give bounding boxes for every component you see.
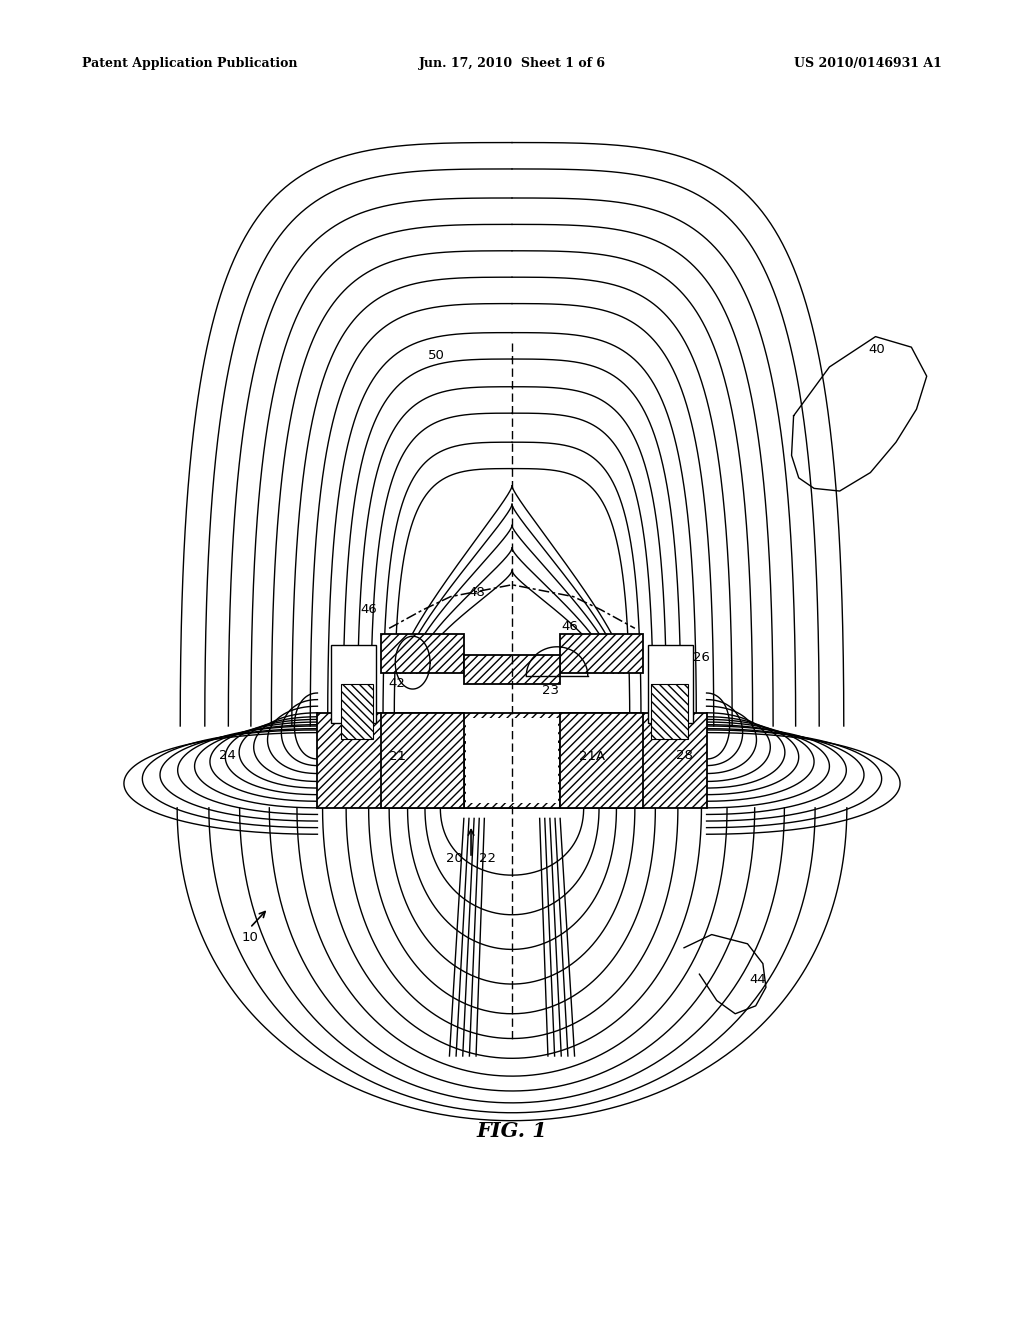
Text: Patent Application Publication: Patent Application Publication	[82, 57, 297, 70]
Text: US 2010/0146931 A1: US 2010/0146931 A1	[795, 57, 942, 70]
Bar	[560, 713, 643, 808]
Text: 20: 20	[446, 851, 463, 865]
Text: 23: 23	[543, 684, 559, 697]
Bar	[464, 742, 560, 808]
Bar	[331, 645, 376, 723]
Bar	[381, 634, 464, 673]
Text: 10: 10	[242, 931, 258, 944]
Text: 42: 42	[389, 677, 406, 690]
Text: 46: 46	[561, 620, 578, 634]
Text: 28: 28	[676, 748, 692, 762]
Bar	[560, 634, 643, 673]
Bar	[381, 634, 464, 673]
Bar	[464, 655, 560, 684]
Bar	[464, 742, 560, 808]
Bar	[464, 655, 560, 684]
Bar	[341, 684, 373, 739]
Bar	[560, 634, 643, 673]
Bar	[560, 713, 643, 808]
Text: 48: 48	[469, 586, 485, 599]
Bar	[381, 713, 464, 808]
Text: 21: 21	[389, 750, 406, 763]
Bar	[341, 684, 373, 739]
Bar	[317, 713, 707, 808]
Bar	[648, 645, 693, 723]
Bar	[466, 718, 558, 803]
Bar	[317, 713, 707, 808]
Text: 40: 40	[868, 343, 885, 356]
Text: Jun. 17, 2010  Sheet 1 of 6: Jun. 17, 2010 Sheet 1 of 6	[419, 57, 605, 70]
Bar	[651, 684, 688, 739]
Text: 22: 22	[479, 851, 497, 865]
Text: 44: 44	[750, 973, 766, 986]
Text: 21A: 21A	[579, 750, 605, 763]
Bar	[651, 684, 688, 739]
Text: FIG. 1: FIG. 1	[476, 1121, 548, 1142]
Text: 26: 26	[693, 651, 710, 664]
Text: 46: 46	[360, 603, 377, 616]
Bar	[381, 713, 464, 808]
Text: 24: 24	[219, 748, 236, 762]
Text: 50: 50	[428, 348, 444, 362]
